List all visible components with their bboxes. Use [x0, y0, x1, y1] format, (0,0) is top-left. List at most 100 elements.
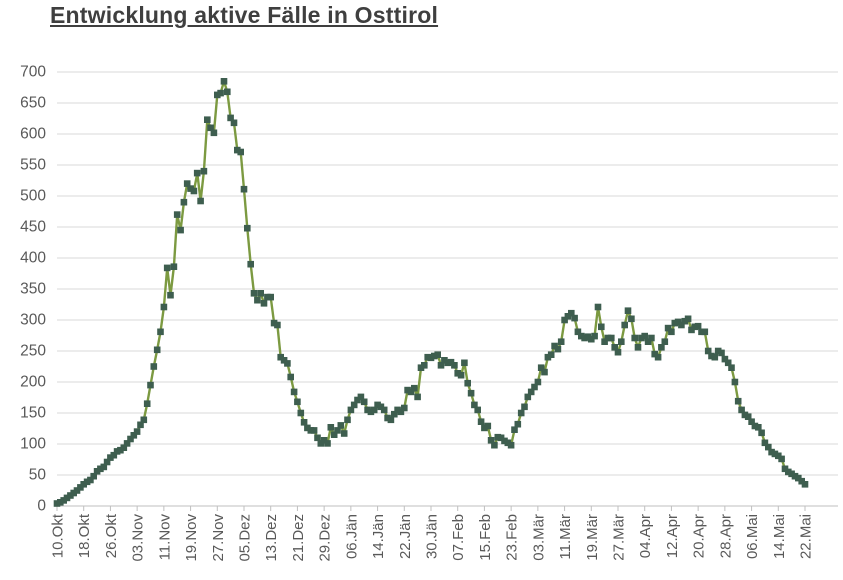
data-point — [487, 437, 495, 444]
data-point — [280, 357, 288, 364]
x-tick-label: 28.Apr — [717, 514, 734, 558]
data-point — [240, 185, 248, 193]
data-point — [638, 334, 645, 342]
x-tick-label: 10.Okt — [50, 513, 67, 558]
x-tick-label: 12.Apr — [664, 514, 681, 558]
x-tick-label: 07.Feb — [450, 514, 467, 561]
data-point — [744, 413, 752, 420]
data-point — [684, 315, 692, 323]
x-tick-label: 11.Nov — [156, 514, 173, 561]
x-tick-label: 21.Dez — [290, 514, 307, 562]
x-tick-label: 26.Okt — [103, 513, 120, 558]
data-point — [447, 358, 455, 366]
data-point — [163, 264, 171, 272]
data-point — [411, 384, 418, 392]
data-point — [481, 424, 488, 432]
data-point — [461, 359, 468, 367]
data-point — [380, 406, 388, 414]
data-point — [57, 499, 64, 506]
data-point — [421, 362, 428, 369]
data-point — [658, 344, 665, 351]
data-point — [758, 429, 765, 437]
x-tick-label: 18.Okt — [76, 513, 93, 558]
data-point — [511, 426, 518, 433]
y-tick-label: 250 — [20, 343, 46, 360]
data-point — [477, 418, 485, 425]
data-point — [734, 397, 742, 405]
data-point — [364, 406, 371, 414]
data-point — [247, 260, 254, 268]
data-point — [274, 321, 281, 329]
data-point — [584, 333, 592, 340]
data-point — [561, 316, 568, 324]
data-point — [608, 334, 615, 342]
x-tick-label: 22.Mai — [798, 514, 815, 559]
data-point — [644, 338, 652, 345]
data-point — [230, 119, 238, 127]
data-point — [397, 408, 405, 416]
data-point — [537, 364, 545, 371]
data-point — [354, 396, 361, 404]
data-point — [731, 378, 739, 386]
data-point — [63, 494, 71, 502]
data-point — [497, 434, 505, 442]
data-point — [314, 434, 321, 442]
data-point — [130, 432, 138, 439]
data-point — [297, 409, 305, 417]
data-point — [668, 328, 675, 336]
y-tick-label: 200 — [20, 374, 46, 391]
data-point — [721, 355, 729, 363]
x-tick-label: 06.Jän — [343, 514, 360, 559]
data-point — [143, 400, 151, 407]
data-point — [220, 78, 228, 85]
x-tick-label: 11.Mär — [557, 514, 574, 560]
data-point — [387, 416, 395, 424]
data-point — [287, 373, 294, 381]
data-point — [778, 455, 785, 463]
y-axis-labels: 0 50 100 150 200 250 300 350 400 450 500 550 600 650 7… — [20, 64, 46, 515]
data-point — [431, 352, 438, 360]
data-point — [193, 169, 201, 177]
data-point — [704, 347, 712, 355]
gridlines — [57, 71, 838, 476]
data-point — [77, 484, 84, 491]
data-point — [190, 187, 198, 195]
data-point — [277, 353, 284, 361]
data-point — [514, 420, 522, 428]
data-point — [173, 211, 181, 218]
data-point — [554, 345, 562, 353]
y-tick-label: 350 — [20, 281, 46, 298]
x-tick-label: 05.Dez — [237, 514, 254, 562]
data-point — [391, 410, 398, 418]
data-point — [340, 430, 348, 437]
data-point — [337, 422, 345, 429]
data-point — [167, 291, 174, 299]
data-point — [360, 398, 368, 406]
y-tick-label: 700 — [20, 64, 46, 81]
data-point — [227, 114, 234, 122]
data-point — [651, 350, 658, 358]
data-point — [200, 167, 208, 175]
data-point — [631, 334, 638, 342]
data-point — [357, 393, 365, 401]
data-point — [648, 334, 655, 342]
data-point — [284, 360, 291, 367]
data-point — [257, 290, 264, 297]
data-point — [327, 424, 335, 431]
x-tick-label: 15.Feb — [477, 514, 494, 561]
y-tick-label: 100 — [20, 436, 46, 453]
data-point — [547, 351, 555, 358]
x-tick-label: 23.Feb — [504, 514, 521, 561]
data-point — [531, 383, 538, 391]
data-point — [628, 315, 635, 323]
data-point — [147, 381, 154, 389]
y-tick-label: 300 — [20, 312, 46, 329]
data-point — [123, 440, 131, 447]
data-point — [414, 393, 421, 401]
y-tick-label: 650 — [20, 95, 46, 112]
data-point — [571, 314, 578, 322]
data-point — [224, 88, 231, 96]
data-point — [678, 321, 685, 329]
data-point — [464, 379, 471, 387]
data-point — [80, 481, 87, 488]
